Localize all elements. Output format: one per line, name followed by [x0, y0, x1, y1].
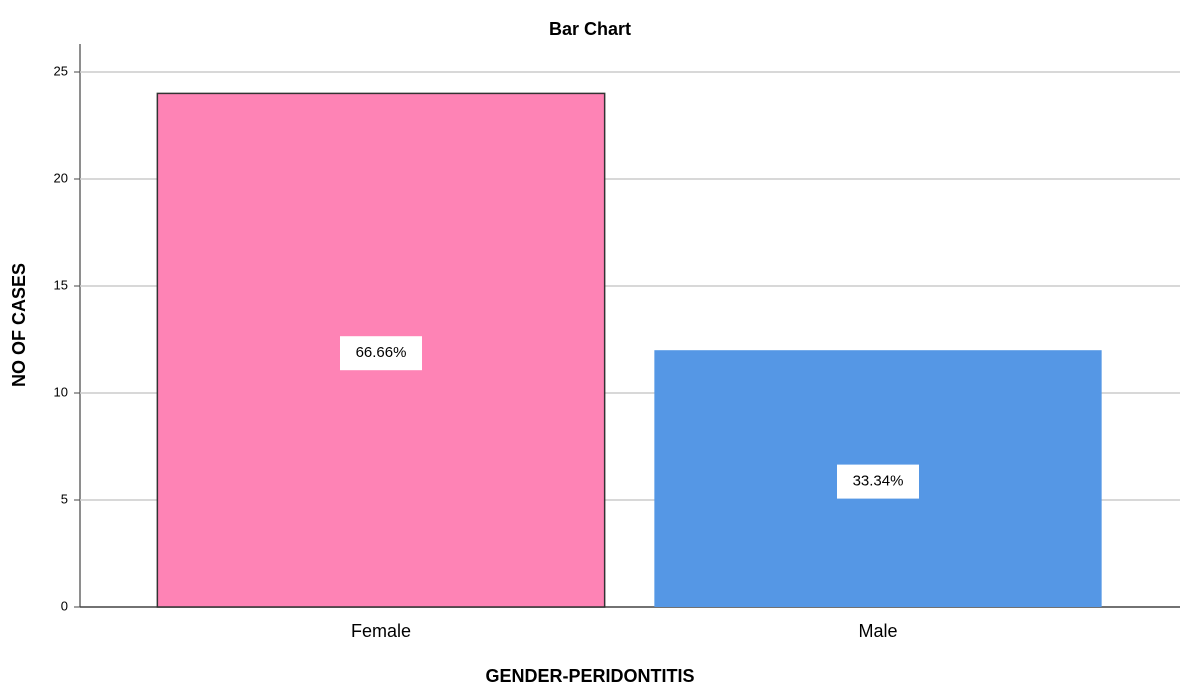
annotation-box: [340, 336, 422, 371]
y-tick-label: 10: [54, 384, 68, 399]
x-tick-label: Male: [858, 621, 897, 641]
annotation: 33.34%: [853, 473, 904, 490]
y-tick-label: 25: [54, 63, 68, 78]
y-tick-label: 15: [54, 277, 68, 292]
annotation: 66.66%: [356, 344, 407, 361]
y-tick-label: 5: [61, 491, 68, 506]
y-tick-label: 0: [61, 598, 68, 613]
y-axis-label: NO OF CASES: [9, 263, 29, 387]
chart-title: Bar Chart: [549, 19, 631, 39]
y-tick-label: 20: [54, 170, 68, 185]
annotation-box: [837, 464, 919, 499]
x-axis-label: GENDER-PERIDONTITIS: [485, 666, 694, 686]
x-tick-label: Female: [351, 621, 411, 641]
